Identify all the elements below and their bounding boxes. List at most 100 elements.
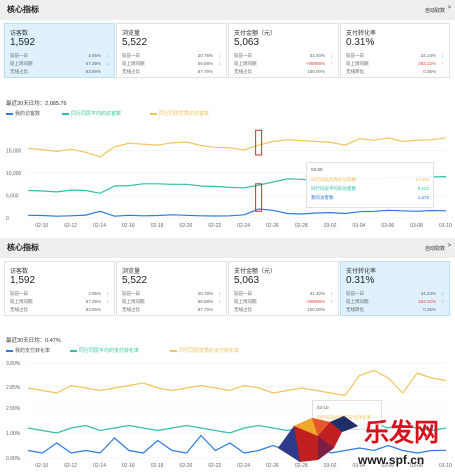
compare-value: 4.95%	[88, 53, 101, 58]
y-tick-label: 15,000	[6, 149, 22, 155]
chart-legend: 我的支付转化率 同行同层平均的支付转化率 同行同层优秀的支付转化率	[0, 347, 455, 355]
x-tick-label: 02-14	[93, 463, 106, 469]
compare-value: 34.24%	[420, 53, 436, 58]
x-tick-label: 03-02	[324, 463, 337, 469]
thirty-day-average: 最近30天日均：0.47%	[6, 338, 61, 344]
compare-label: 无线占比	[122, 307, 140, 312]
metric-card-payment-amount[interactable]: 支付金额（元） 5,063 较前一日 31.40% ↓ 较上周同期 +99999% ↑ …	[228, 261, 339, 316]
x-tick-label: 03-04	[353, 223, 366, 229]
legend-label: 我的支付转化率	[15, 348, 51, 354]
compare-label: 较前一日	[234, 291, 252, 296]
metric-card-payment-amount[interactable]: 支付金额（元） 5,063 较前一日 31.40% ↓ 较上周同期 +99999% ↑ …	[228, 23, 339, 78]
compare-value: 283.32%	[418, 61, 436, 66]
legend-label: 同行同层平均的访客数	[71, 111, 122, 117]
arrow-up-icon: ↑	[441, 299, 445, 305]
x-tick-label: 02-12	[64, 463, 77, 469]
compare-label: 无线占比	[234, 307, 252, 312]
metric-name: 支付金额（元）	[234, 269, 277, 275]
arrow-down-icon: ↓	[218, 61, 222, 67]
highlight-box	[255, 183, 263, 212]
metric-name: 访客数	[10, 31, 29, 37]
y-tick-label: 0	[6, 216, 9, 222]
compare-value: 67.39%	[85, 61, 101, 66]
arrow-up-icon: ↑	[330, 299, 334, 305]
x-tick-label: 02-16	[122, 463, 135, 469]
compare-label: 较前一日	[10, 291, 28, 296]
arrow-up-icon: ↑	[330, 61, 334, 67]
tooltip-label: 同行同层平均的访客数	[311, 186, 356, 191]
x-tick-label: 03-08	[410, 463, 423, 469]
panel-header: 核心指标 自动取数 >	[0, 0, 455, 20]
core-metrics-panel-conversion: 核心指标 自动取数 > 访客数 1,592 较前一日 4.95% ↓ 较上周同期 67…	[0, 238, 455, 475]
compare-label: 较上周同期	[10, 61, 33, 66]
metric-cards: 访客数 1,592 较前一日 4.95% ↓ 较上周同期 67.39% ↓ 无线占比 83…	[4, 23, 450, 78]
metric-card-pageviews[interactable]: 浏览量 5,522 较前一日 20.78% ↓ 较上周同期 59.58% ↓ 无线占比 8…	[116, 23, 227, 78]
arrow-down-icon: ↓	[218, 299, 222, 305]
metric-card-conversion-rate[interactable]: 支付转化率 0.31% 较前一日 34.24% ↓ 较上周同期 283.32% ↑ 无线…	[340, 261, 450, 316]
metric-card-visitors[interactable]: 访客数 1,592 较前一日 4.95% ↓ 较上周同期 67.39% ↓ 无线占比 83…	[4, 23, 115, 78]
series-line-0	[27, 137, 447, 158]
x-tick-label: 02-28	[295, 223, 308, 229]
chart-tooltip: 03-09 同行同层优秀的访客数 17,404 同行同层平均的访客数 9,122 我…	[306, 162, 434, 208]
x-tick-label: 02-20	[180, 463, 193, 469]
auto-fetch-link[interactable]: 自动取数	[424, 246, 445, 252]
conversion-line-chart: 0.00% 1.00% 2.00% 2.85% 3.80% 02-10 02-12 02-14…	[6, 361, 452, 469]
chevron-right-icon[interactable]: >	[447, 5, 451, 11]
metric-card-conversion-rate[interactable]: 支付转化率 0.31% 较前一日 34.24% ↓ 较上周同期 283.32% ↑ 无线…	[340, 23, 450, 78]
arrow-down-icon: ↓	[106, 53, 110, 59]
legend-item-mine[interactable]: 我的访客数	[6, 110, 40, 117]
tooltip-value: 9,122	[417, 186, 429, 191]
metric-name: 浏览量	[122, 31, 141, 37]
legend-item-avg[interactable]: 同行同层平均的支付转化率	[70, 347, 139, 354]
core-metrics-panel-visitors: 核心指标 自动取数 > 访客数 1,592 较前一日 4.95% ↓ 较上周同期 67…	[0, 0, 455, 229]
panel-title: 核心指标	[7, 5, 39, 14]
compare-label: 较上周同期	[234, 299, 257, 304]
series-line-0	[27, 369, 447, 397]
tooltip-row: 我的访客数 1,675	[311, 195, 429, 201]
y-tick-label: 10,000	[6, 171, 22, 177]
tooltip-date: 03-09	[311, 167, 323, 172]
legend-item-top[interactable]: 同行同层优秀的支付转化率	[170, 347, 239, 354]
compare-value: 87.79%	[197, 307, 213, 312]
metric-value: 1,592	[10, 37, 36, 48]
highlight-box	[255, 129, 263, 156]
legend-label: 同行同层平均的支付转化率	[79, 348, 140, 354]
metric-value: 5,522	[122, 37, 148, 48]
compare-label: 无线占比	[10, 69, 28, 74]
watermark: 乐发网 www.spf.cn	[272, 408, 452, 472]
legend-swatch	[150, 112, 157, 115]
legend-item-mine[interactable]: 我的支付转化率	[6, 347, 50, 354]
auto-fetch-link[interactable]: 自动取数	[424, 8, 445, 14]
metric-name: 支付转化率	[346, 31, 377, 37]
x-tick-label: 03-04	[353, 463, 366, 469]
compare-value: 20.78%	[197, 53, 213, 58]
arrow-down-icon: ↓	[106, 299, 110, 305]
legend-label: 同行同层优秀的支付转化率	[179, 348, 240, 354]
compare-value: 4.95%	[88, 291, 101, 296]
compare-value: 59.58%	[197, 61, 213, 66]
metric-card-pageviews[interactable]: 浏览量 5,522 较前一日 20.78% ↓ 较上周同期 59.58% ↓ 无线占比 8…	[116, 261, 227, 316]
series-line-2	[27, 434, 447, 454]
x-tick-label: 03-06	[381, 223, 394, 229]
bull-logo-icon	[278, 416, 358, 462]
x-tick-label: 02-20	[180, 223, 193, 229]
legend-item-avg[interactable]: 同行同层平均的访客数	[62, 110, 121, 117]
tooltip-row: 同行同层优秀的访客数 17,404	[311, 177, 429, 183]
compare-label: 较上周同期	[346, 61, 369, 66]
series-line-2	[27, 208, 447, 217]
x-tick-label: 02-16	[122, 223, 135, 229]
metric-value: 1,592	[10, 275, 36, 286]
compare-label: 较上周同期	[122, 61, 145, 66]
metric-name: 支付转化率	[346, 269, 377, 275]
chevron-right-icon[interactable]: >	[447, 243, 451, 249]
metric-card-visitors[interactable]: 访客数 1,592 较前一日 4.95% ↓ 较上周同期 67.39% ↓ 无线占比 83…	[4, 261, 115, 316]
compare-label: 较上周同期	[10, 299, 33, 304]
thirty-day-average: 最近30天日均：2,085.76	[6, 101, 67, 107]
compare-value: 87.79%	[197, 69, 213, 74]
metric-value: 5,063	[234, 275, 260, 286]
compare-label: 较前一日	[122, 53, 140, 58]
x-tick-label: 02-10	[35, 223, 48, 229]
metric-cards: 访客数 1,592 较前一日 4.95% ↓ 较上周同期 67.39% ↓ 无线占比 83…	[4, 261, 450, 316]
compare-label: 无线转化	[346, 69, 364, 74]
legend-item-top[interactable]: 同行同层优秀的访客数	[150, 110, 209, 117]
